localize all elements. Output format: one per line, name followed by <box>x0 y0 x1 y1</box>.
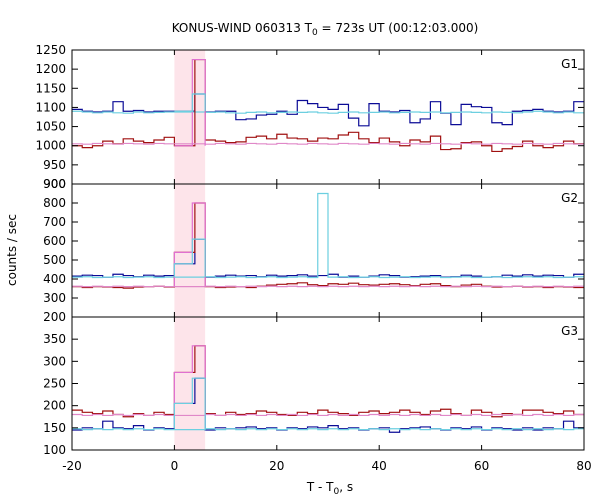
panel-label-g1: G1 <box>561 57 578 71</box>
y-tick-label: 1000 <box>35 139 66 153</box>
y-tick-label: 900 <box>43 177 66 191</box>
panel-frame-g1 <box>71 49 585 185</box>
burst-peak-g1 <box>174 58 206 147</box>
y-tick-label: 800 <box>43 196 66 210</box>
x-tick-label: 0 <box>171 459 179 473</box>
plot-area: 900950100010501100115012001250G120030040… <box>35 43 591 473</box>
x-axis-label-subscript: 0 <box>334 487 340 497</box>
y-tick-label: 400 <box>43 272 66 286</box>
fine-background-series-g1 <box>72 110 584 114</box>
x-tick-label: 20 <box>269 459 284 473</box>
burst-peak-g3 <box>173 345 206 415</box>
burst-interval-highlight <box>174 50 206 450</box>
fine-burst-peak-g3 <box>173 377 206 429</box>
red-series-g3 <box>72 345 584 418</box>
y-tick-label: 200 <box>43 399 66 413</box>
y-tick-label: 1200 <box>35 62 66 76</box>
y-tick-label: 1050 <box>35 120 66 134</box>
x-axis-label: T - T0, s <box>306 480 353 497</box>
fine-background-series-g3 <box>72 428 584 431</box>
y-tick-label: 600 <box>43 234 66 248</box>
y-tick-label: 200 <box>43 310 66 324</box>
red-series-g1 <box>72 58 584 153</box>
panel-g1: 900 950 1000 1050 1100 1150 1200 1250 G1 <box>35 43 585 191</box>
red-background-series-g1 <box>72 142 584 145</box>
fine-background-series-g2 <box>72 192 584 279</box>
burst-peak-g2 <box>173 202 206 287</box>
y-tick-label: 950 <box>43 158 66 172</box>
fine-series-g3 <box>72 377 584 433</box>
y-tick-label: 700 <box>43 215 66 229</box>
chart-title: KONUS-WIND 060313 T0 = 723s UT (00:12:03… <box>172 21 479 38</box>
chart-title-subscript: 0 <box>312 28 318 38</box>
panel-label-g3: G3 <box>561 324 578 338</box>
y-tick-label: 150 <box>43 421 66 435</box>
y-tick-label: 100 <box>43 443 66 457</box>
x-tick-label: 40 <box>372 459 387 473</box>
panel-g2: 200 300 400 500 600 700 800 900 G2 <box>43 177 585 324</box>
y-tick-label: 1100 <box>35 100 66 114</box>
y-tick-label: 900 <box>43 177 66 191</box>
y-tick-label: 500 <box>43 253 66 267</box>
panel-g3: 100 150 200 250 300 350 G3 <box>43 316 585 457</box>
fine-burst-peak-g1 <box>174 93 206 112</box>
red-background-series-g3 <box>72 413 584 417</box>
x-tick-label: 80 <box>576 459 591 473</box>
y-tick-label: 300 <box>43 291 66 305</box>
fine-series-g1 <box>72 93 584 127</box>
y-tick-label: 1150 <box>35 81 66 95</box>
y-axis-label: counts / sec <box>5 214 19 286</box>
y-tick-label: 250 <box>43 377 66 391</box>
x-tick-label: 60 <box>474 459 489 473</box>
panel-label-g2: G2 <box>561 191 578 205</box>
x-tick-label: -20 <box>62 459 82 473</box>
fine-burst-peak-g2 <box>173 238 206 278</box>
y-tick-label: 350 <box>43 332 66 346</box>
y-tick-label: 300 <box>43 354 66 368</box>
y-tick-label: 1250 <box>35 43 66 57</box>
